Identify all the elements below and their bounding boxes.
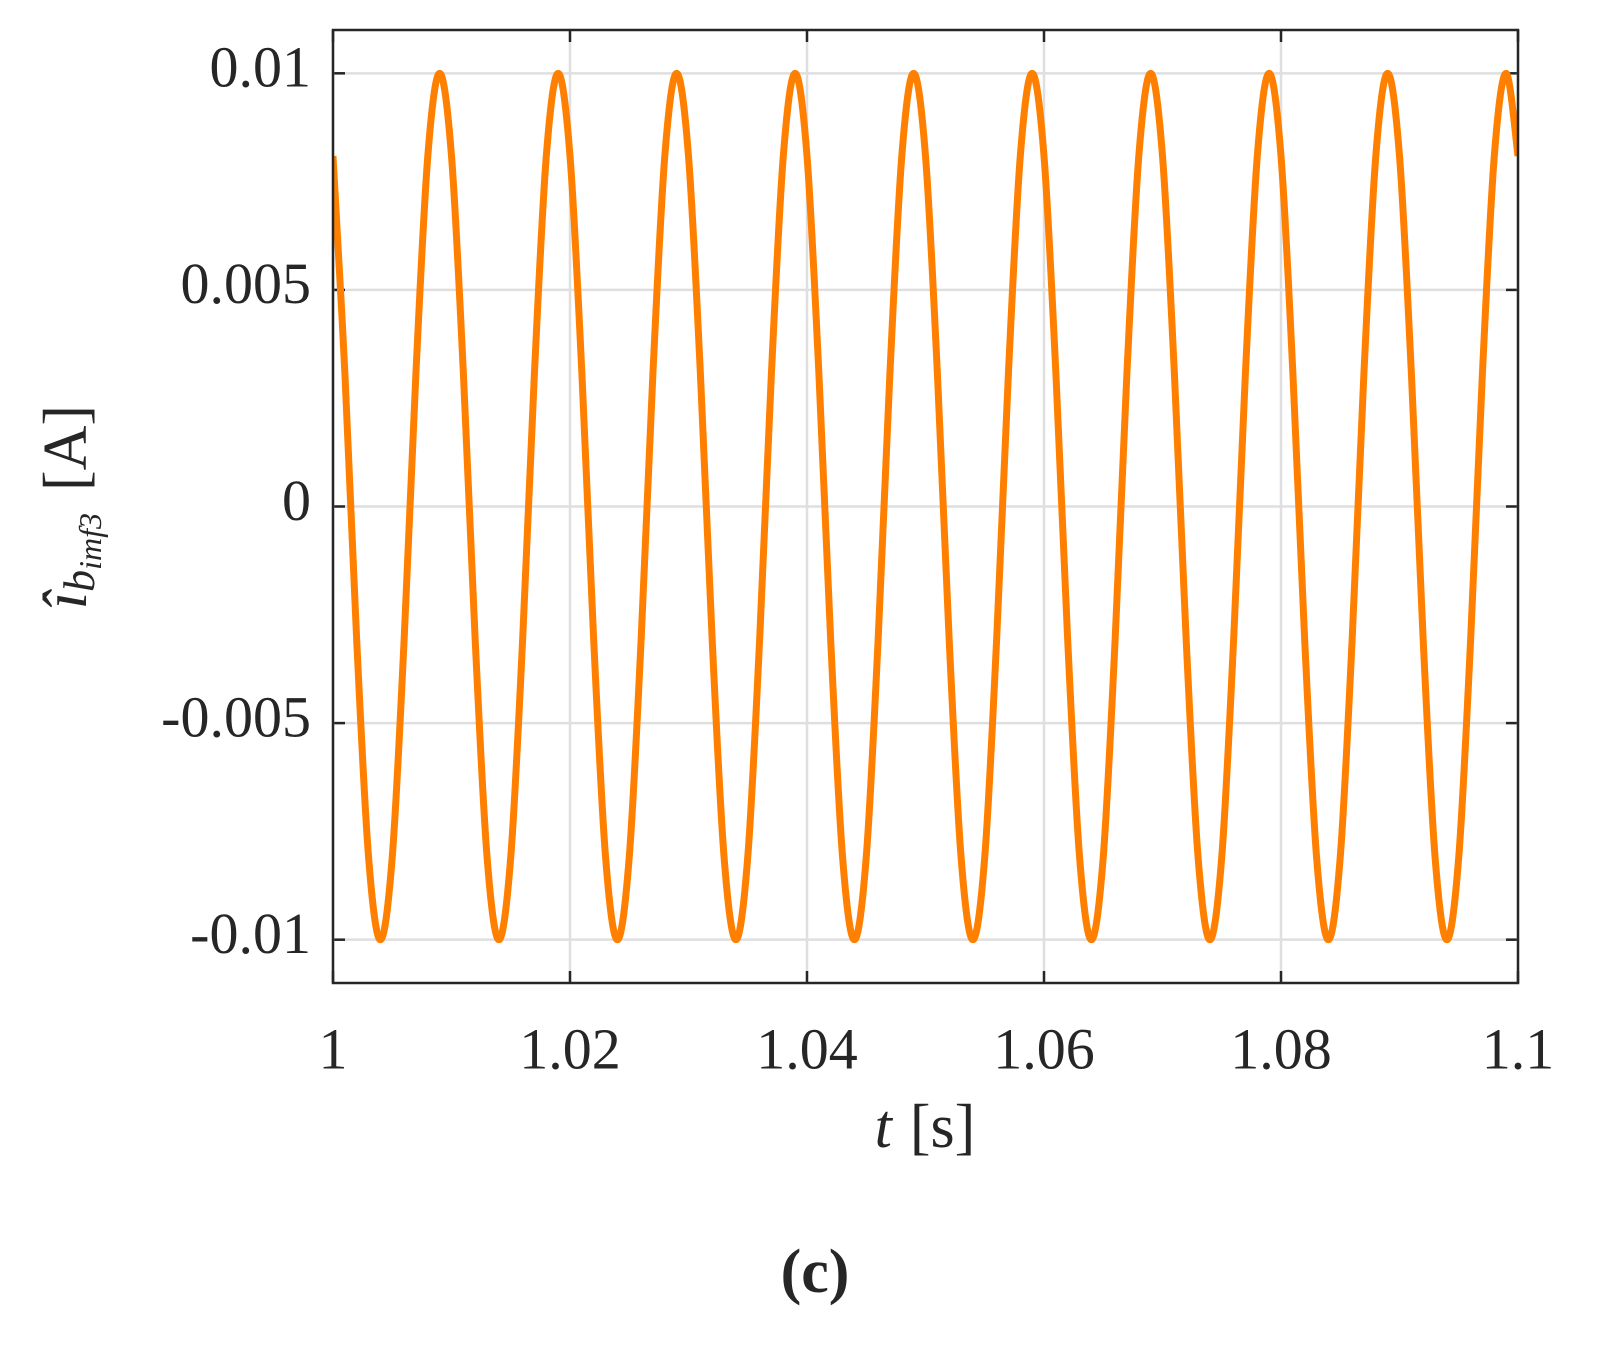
data-line xyxy=(333,69,1518,944)
y-label-symbol: î xyxy=(32,589,100,609)
y-label-unit: [A] xyxy=(32,405,100,491)
caption: (c) xyxy=(781,1238,850,1306)
x-tick-label: 1.06 xyxy=(993,1016,1095,1081)
x-tick-label: 1 xyxy=(319,1016,348,1081)
x-tick-label: 1.1 xyxy=(1482,1016,1555,1081)
y-label-sub: b xyxy=(55,570,104,592)
x-tick-label: 1.08 xyxy=(1230,1016,1332,1081)
x-label-symbol: t xyxy=(875,1093,894,1161)
y-label-subsub: imf3 xyxy=(72,513,108,570)
x-axis-label: t [s] xyxy=(875,1093,976,1161)
y-tick-label: 0.005 xyxy=(181,251,312,316)
y-tick-label: 0.01 xyxy=(210,35,312,100)
x-tick-label: 1.02 xyxy=(519,1016,621,1081)
plot-frame xyxy=(331,28,1520,985)
y-axis-label: îbimf3 [A] xyxy=(32,405,108,609)
x-label-unit: [s] xyxy=(910,1093,975,1161)
y-tick-label: -0.005 xyxy=(161,684,311,749)
x-tick-label: 1.04 xyxy=(756,1016,858,1081)
y-tick-label: 0 xyxy=(282,468,311,533)
y-tick-label: -0.01 xyxy=(190,901,311,966)
